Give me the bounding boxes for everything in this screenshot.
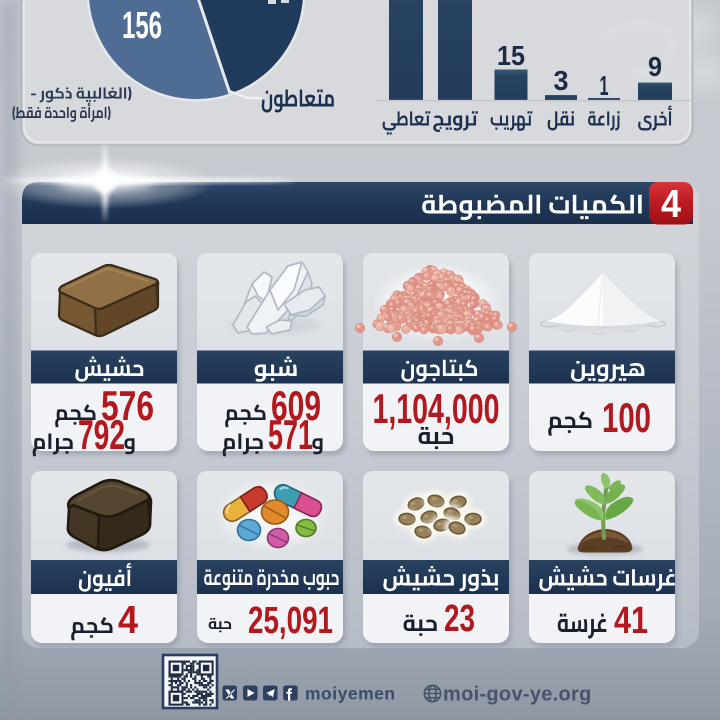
- svg-text:100: 100: [602, 394, 651, 441]
- svg-text:9: 9: [648, 51, 662, 82]
- svg-text:1: 1: [600, 70, 609, 101]
- svg-text:156: 156: [122, 4, 162, 46]
- svg-text:15: 15: [497, 40, 525, 71]
- svg-text:571: 571: [268, 411, 313, 458]
- svg-text:792: 792: [78, 411, 125, 458]
- svg-text:4: 4: [118, 599, 138, 642]
- svg-text:576: 576: [101, 382, 154, 429]
- svg-text:3: 3: [554, 65, 569, 96]
- svg-text:moiyemen: moiyemen: [305, 684, 396, 704]
- svg-text:4: 4: [661, 183, 681, 226]
- svg-text:41: 41: [614, 599, 648, 641]
- svg-text:609: 609: [271, 382, 321, 429]
- svg-text:moi-gov-ye.org: moi-gov-ye.org: [443, 684, 592, 706]
- svg-text:25,091: 25,091: [248, 599, 333, 641]
- svg-text:23: 23: [444, 597, 475, 639]
- svg-text:1,104,000: 1,104,000: [373, 385, 500, 432]
